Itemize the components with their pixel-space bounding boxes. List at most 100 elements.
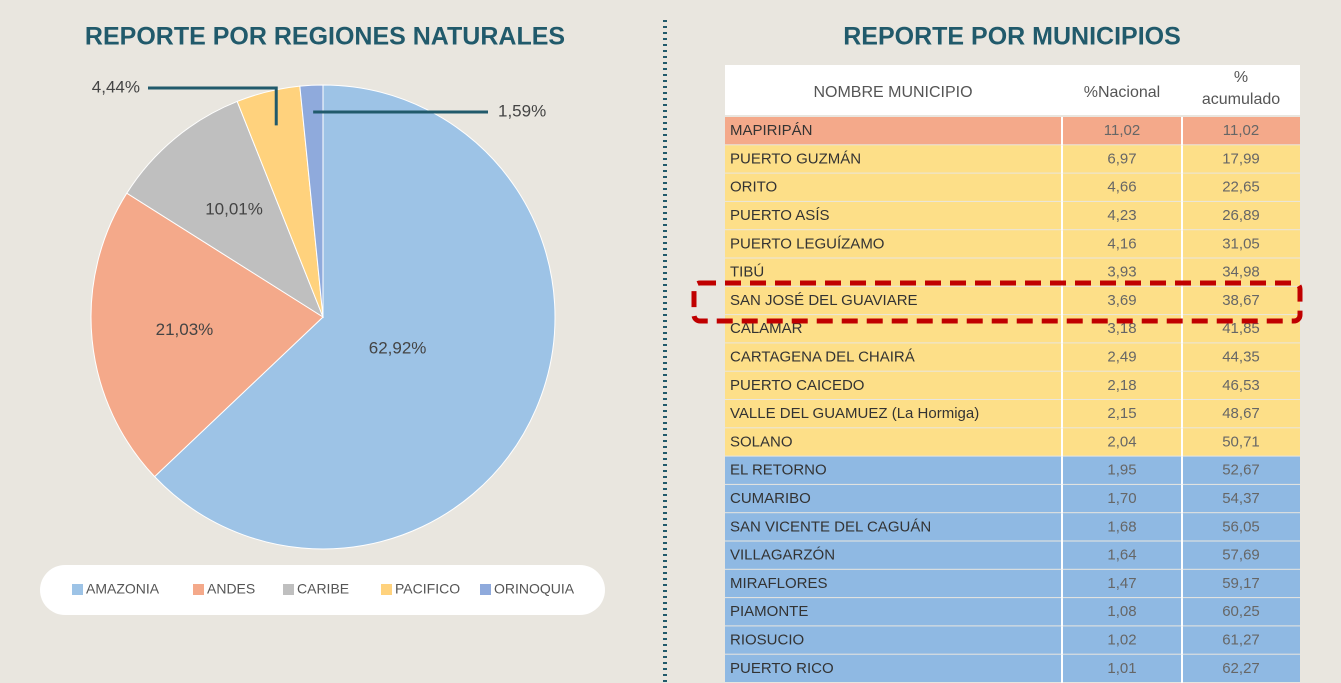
legend-label: AMAZONIA	[86, 581, 160, 597]
municipio-name: ORITO	[730, 179, 777, 196]
table-row	[725, 371, 1300, 399]
municipio-name: CALAMAR	[730, 320, 803, 337]
table-row	[725, 230, 1300, 258]
table-row	[725, 315, 1300, 343]
table-row	[725, 456, 1300, 484]
pct-acumulado: 59,17	[1222, 575, 1260, 592]
pct-acumulado: 57,69	[1222, 547, 1260, 564]
pct-acumulado: 52,67	[1222, 462, 1260, 479]
pct-acumulado: 50,71	[1222, 433, 1260, 450]
table-row	[725, 513, 1300, 541]
pct-nacional: 3,69	[1107, 292, 1136, 309]
legend: AMAZONIA ANDES CARIBE PACIFICO ORINOQUIA	[72, 581, 575, 597]
slice-label: 21,03%	[156, 320, 214, 339]
pie: 62,92% 21,03% 10,01% 4,44% 1,59%	[90, 77, 556, 550]
pct-acumulado: 11,02	[1223, 122, 1259, 139]
municipio-name: PUERTO ASÍS	[730, 207, 830, 224]
legend-swatch	[72, 584, 83, 595]
pct-acumulado: 46,53	[1222, 377, 1260, 394]
table-header	[725, 65, 1300, 115]
pct-acumulado: 26,89	[1222, 207, 1260, 224]
municipio-name: SAN JOSÉ DEL GUAVIARE	[730, 292, 918, 309]
slice-label: 62,92%	[369, 339, 427, 358]
pct-nacional: 1,01	[1107, 660, 1136, 677]
municipio-name: PUERTO CAICEDO	[730, 377, 864, 394]
pct-nacional: 6,97	[1107, 150, 1136, 167]
pie-slice	[299, 84, 324, 318]
slice-label: 1,59%	[498, 101, 546, 120]
legend-swatch	[381, 584, 392, 595]
pie-slice	[153, 84, 556, 550]
municipio-name: RIOSUCIO	[730, 632, 804, 649]
table: NOMBRE MUNICIPIO %Nacional % acumulado MAPIR…	[725, 65, 1300, 683]
municipio-name: CUMARIBO	[730, 490, 811, 507]
table-row	[725, 626, 1300, 654]
pct-nacional: 3,93	[1107, 264, 1136, 281]
municipio-name: PUERTO LEGUÍZAMO	[730, 235, 884, 252]
pct-nacional: 11,02	[1104, 122, 1140, 139]
pct-nacional: 1,64	[1107, 547, 1136, 564]
pct-acumulado: 44,35	[1222, 349, 1260, 366]
table-row	[725, 343, 1300, 371]
pct-acumulado: 62,27	[1222, 660, 1260, 677]
municipio-name: TIBÚ	[730, 264, 764, 281]
table-row	[725, 400, 1300, 428]
municipio-name: VALLE DEL GUAMUEZ (La Hormiga)	[730, 405, 979, 422]
pct-acumulado: 41,85	[1222, 320, 1260, 337]
pct-nacional: 2,04	[1107, 433, 1136, 450]
pct-acumulado: 54,37	[1222, 490, 1260, 507]
highlight-box	[691, 280, 1303, 324]
pct-nacional: 1,08	[1107, 603, 1136, 620]
legend-swatch	[480, 584, 491, 595]
pct-nacional: 3,18	[1107, 320, 1136, 337]
table-row	[725, 201, 1300, 230]
table-row	[725, 428, 1300, 456]
municipio-name: MAPIRIPÁN	[730, 122, 813, 139]
municipio-name: MIRAFLORES	[730, 575, 828, 592]
pct-nacional: 1,02	[1107, 632, 1136, 649]
pct-acumulado: 22,65	[1222, 179, 1260, 196]
legend-box	[40, 565, 605, 615]
pct-acumulado: 56,05	[1222, 518, 1260, 535]
pct-nacional: 2,15	[1107, 405, 1136, 422]
table-row	[725, 569, 1300, 598]
pct-nacional: 4,66	[1107, 179, 1136, 196]
pie-slice	[90, 192, 324, 478]
table-row	[725, 145, 1300, 173]
municipio-name: SOLANO	[730, 433, 793, 450]
pct-acumulado: 38,67	[1222, 292, 1260, 309]
table-row	[725, 286, 1300, 315]
pct-acumulado: 17,99	[1222, 150, 1260, 167]
pct-acumulado: 31,05	[1222, 235, 1260, 252]
table-row	[725, 484, 1300, 513]
slice-label: 4,44%	[92, 77, 140, 96]
column-header: % acumulado	[1202, 69, 1280, 108]
municipio-name: PUERTO GUZMÁN	[730, 150, 861, 167]
municipio-name: EL RETORNO	[730, 462, 827, 479]
legend-label: PACIFICO	[395, 581, 460, 597]
legend-label: CARIBE	[297, 581, 349, 597]
pct-nacional: 1,70	[1107, 490, 1136, 507]
table-title: REPORTE POR MUNICIPIOS	[843, 23, 1181, 51]
table-row	[725, 654, 1300, 682]
pct-acumulado: 34,98	[1222, 264, 1260, 281]
municipio-name: PUERTO RICO	[730, 660, 834, 677]
pct-nacional: 4,16	[1107, 235, 1136, 252]
municipio-name: CARTAGENA DEL CHAIRÁ	[730, 349, 915, 366]
pie-slice	[126, 100, 325, 319]
legend-label: ORINOQUIA	[494, 581, 575, 597]
legend-swatch	[193, 584, 204, 595]
column-header: %Nacional	[1084, 84, 1160, 101]
pct-nacional: 4,23	[1107, 207, 1136, 224]
municipio-name: PIAMONTE	[730, 603, 808, 620]
pct-acumulado: 60,25	[1222, 603, 1260, 620]
table-row	[725, 173, 1300, 201]
legend-label: ANDES	[207, 581, 255, 597]
municipio-name: SAN VICENTE DEL CAGUÁN	[730, 518, 931, 535]
pie-title: REPORTE POR REGIONES NATURALES	[85, 23, 565, 51]
table-row	[725, 541, 1300, 569]
pct-nacional: 2,18	[1107, 377, 1136, 394]
slice-label: 10,01%	[205, 199, 263, 218]
pct-acumulado: 48,67	[1222, 405, 1260, 422]
